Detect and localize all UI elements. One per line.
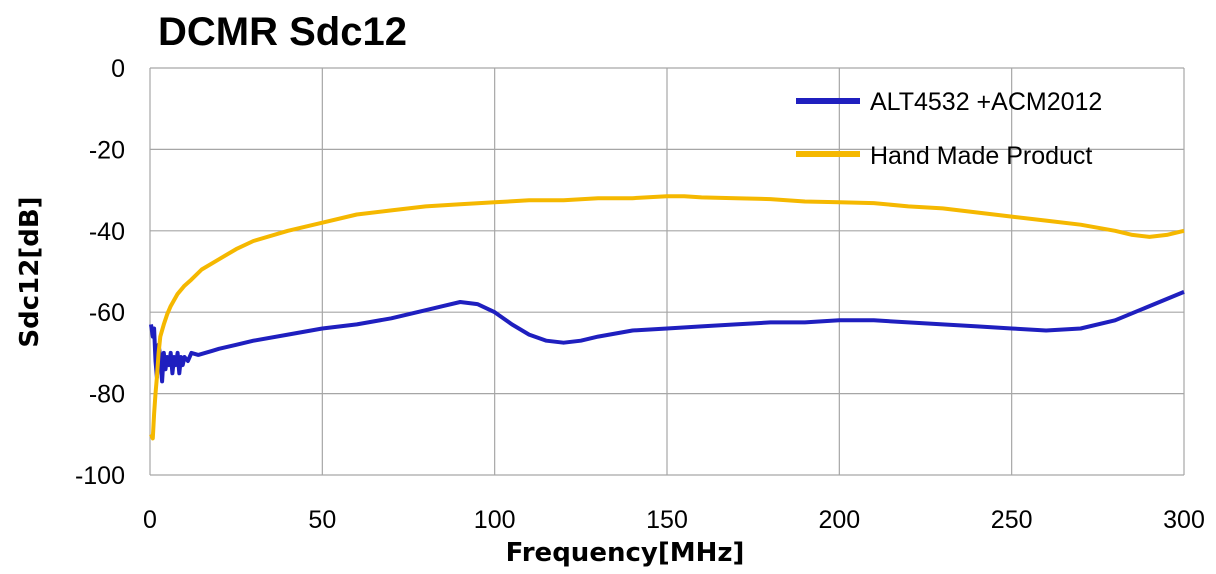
x-tick-label: 100	[474, 506, 516, 534]
y-tick-labels: 0 -20 -40 -60 -80 -100	[75, 55, 125, 490]
y-tick-label: -80	[89, 381, 125, 409]
chart-title: DCMR Sdc12	[158, 10, 407, 54]
x-tick-labels: 0 50 100 150 200 250 300	[143, 506, 1205, 534]
series-line-alt4532	[149, 290, 1185, 384]
y-tick-label: -60	[89, 299, 125, 327]
y-tick-label: 0	[111, 55, 125, 83]
series-lines	[149, 194, 1185, 441]
y-tick-label: -40	[89, 218, 125, 246]
legend-label-alt4532: ALT4532 +ACM2012	[870, 88, 1102, 116]
x-tick-label: 50	[308, 506, 336, 534]
series-line-hand-made	[149, 194, 1185, 441]
x-tick-label: 200	[818, 506, 860, 534]
x-tick-label: 0	[143, 506, 157, 534]
legend-label-hand-made: Hand Made Product	[870, 142, 1092, 170]
x-tick-label: 250	[991, 506, 1033, 534]
y-axis-label: Sdc12[dB]	[15, 196, 45, 347]
x-tick-label: 150	[646, 506, 688, 534]
y-tick-label: -100	[75, 462, 125, 490]
legend: ALT4532 +ACM2012 Hand Made Product	[796, 88, 1102, 170]
x-tick-label: 300	[1163, 506, 1205, 534]
x-axis-label: Frequency[MHz]	[506, 538, 745, 568]
y-tick-label: -20	[89, 136, 125, 164]
grid-lines	[149, 67, 1185, 476]
